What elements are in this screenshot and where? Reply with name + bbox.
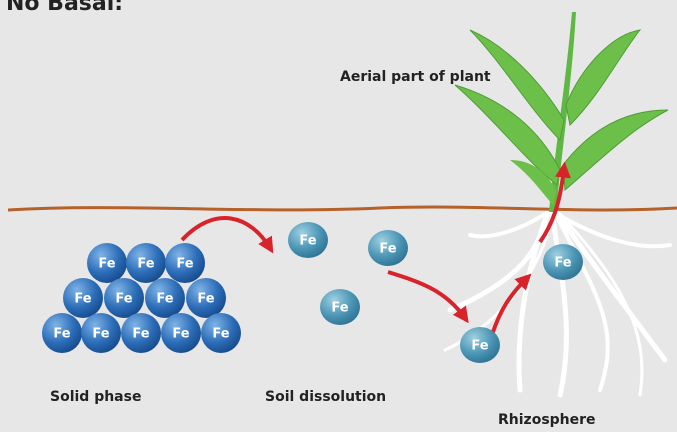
roots (443, 207, 672, 398)
fe-label: Fe (172, 327, 189, 342)
fe-label: Fe (299, 234, 316, 249)
fe-label: Fe (471, 339, 488, 354)
fe-ion (81, 313, 121, 353)
fe-ion (320, 289, 360, 325)
fe-ion (104, 278, 144, 318)
title: No Basal: (6, 0, 123, 16)
fe-ion (87, 243, 127, 283)
fe-ion (288, 222, 328, 258)
fe-label: Fe (53, 327, 70, 342)
fe-ion (543, 244, 583, 280)
fe-label: Fe (74, 292, 91, 307)
fe-ion (145, 278, 185, 318)
fe-label: Fe (98, 257, 115, 272)
fe-ion (126, 243, 166, 283)
solid-label: Solid phase (50, 389, 141, 405)
fe-ion (368, 230, 408, 266)
fe-label: Fe (379, 242, 396, 257)
fe-ion (121, 313, 161, 353)
fe-label: Fe (212, 327, 229, 342)
fe-label: Fe (137, 257, 154, 272)
fe-ion (186, 278, 226, 318)
fe-label: Fe (156, 292, 173, 307)
aerial-label: Aerial part of plant (340, 69, 491, 85)
fe-ion (165, 243, 205, 283)
fe-ion (460, 327, 500, 363)
rhizosphere-label: Rhizosphere (498, 412, 596, 428)
fe-label: Fe (115, 292, 132, 307)
fe-label: Fe (554, 256, 571, 271)
arrows (180, 161, 571, 336)
fe-ion (42, 313, 82, 353)
fe-ion (161, 313, 201, 353)
fe-ion (201, 313, 241, 353)
soil-surface (7, 205, 677, 212)
dissolution-label: Soil dissolution (265, 389, 386, 405)
fe-label: Fe (197, 292, 214, 307)
fe-label: Fe (331, 301, 348, 316)
fe-ion (63, 278, 103, 318)
fe-label: Fe (176, 257, 193, 272)
fe-label: Fe (92, 327, 109, 342)
fe-label: Fe (132, 327, 149, 342)
